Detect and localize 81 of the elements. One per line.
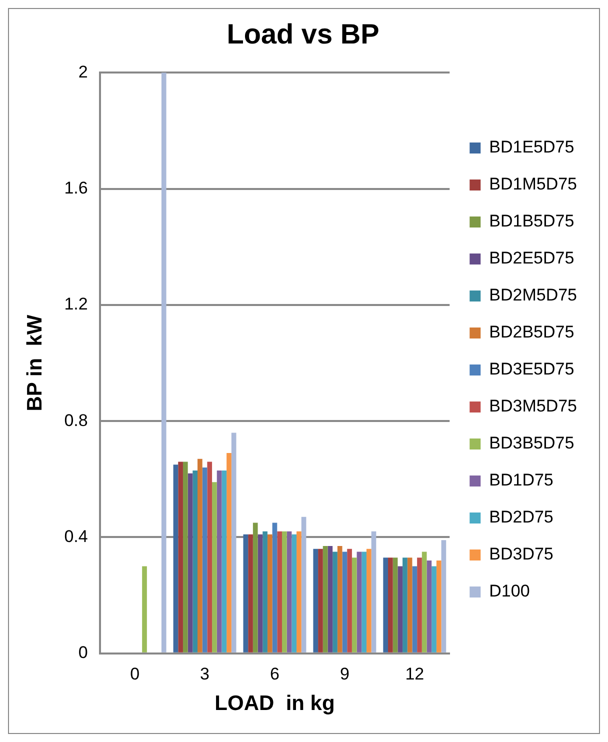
bar [248, 534, 253, 652]
bar [328, 546, 333, 652]
bar [412, 566, 418, 652]
bar [282, 531, 287, 652]
x-axis-title: LOAD in kg [214, 692, 335, 716]
bar [383, 558, 388, 652]
chart-title: Load vs BP [226, 18, 380, 50]
bar [182, 462, 188, 652]
legend-label: BD1B5D75 [489, 212, 574, 231]
bar [262, 531, 268, 652]
x-tick-label: 9 [340, 664, 350, 684]
bar [371, 531, 376, 652]
bar [436, 560, 442, 652]
bar [337, 546, 342, 652]
bar [258, 534, 263, 652]
bar [407, 558, 412, 652]
bar [432, 566, 436, 652]
bar [441, 540, 446, 652]
bar [226, 453, 232, 652]
bar [296, 531, 302, 652]
x-tick-label: 12 [405, 664, 424, 684]
bar [347, 548, 352, 652]
legend-label: BD3D75 [489, 544, 554, 564]
legend-label: BD1M5D75 [489, 174, 578, 194]
bar [402, 558, 408, 652]
legend-label: BD3M5D75 [489, 396, 578, 416]
legend-label: BD2D75 [489, 508, 554, 527]
legend-label: BD2M5D75 [489, 286, 578, 305]
bar [313, 548, 318, 652]
y-tick-label: 1.6 [64, 178, 88, 198]
legend-label: BD2E5D75 [489, 248, 574, 268]
bar [267, 534, 272, 652]
legend-label: BD3B5D75 [489, 434, 574, 453]
bar [188, 473, 193, 652]
bar [243, 534, 248, 652]
bar [332, 552, 338, 652]
bar [216, 470, 222, 652]
y-tick-label: 1.2 [64, 294, 88, 314]
bar [178, 462, 183, 652]
bar [392, 558, 398, 652]
x-tick-label: 3 [200, 664, 210, 684]
bar [272, 522, 278, 652]
bar [231, 432, 236, 652]
bar [173, 464, 178, 652]
legend-label: BD2B5D75 [489, 322, 574, 342]
bar [318, 548, 323, 652]
bar [366, 548, 372, 652]
bar [356, 552, 362, 652]
x-tick-label: 0 [130, 664, 140, 684]
legend-label: BD1E5D75 [489, 138, 574, 157]
bar [252, 522, 258, 652]
bar [142, 566, 147, 652]
bar [422, 552, 427, 652]
bar [342, 552, 348, 652]
bar [192, 470, 198, 652]
bar [161, 72, 166, 652]
bar [352, 558, 357, 652]
bar [222, 470, 227, 652]
y-tick-label: 0.4 [64, 526, 88, 546]
bar [426, 560, 432, 652]
bar [292, 534, 297, 652]
bar [322, 546, 328, 652]
y-tick-label: 0 [78, 643, 88, 662]
legend-label: BD1D75 [489, 470, 554, 490]
bar [212, 482, 217, 652]
bar [362, 552, 366, 652]
bar [277, 531, 282, 652]
bar [202, 468, 208, 652]
bar [301, 516, 306, 652]
bar [207, 462, 212, 652]
bar [286, 531, 292, 652]
y-tick-label: 2 [78, 62, 88, 82]
legend-label: D100 [489, 582, 530, 601]
y-axis-title: BP in kW [23, 314, 46, 412]
y-tick-label: 0.8 [64, 410, 88, 430]
legend-label: BD3E5D75 [489, 360, 574, 379]
bar [388, 558, 393, 652]
bar [417, 558, 422, 652]
bar [398, 566, 403, 652]
bar [198, 458, 202, 652]
x-tick-label: 6 [270, 664, 280, 684]
